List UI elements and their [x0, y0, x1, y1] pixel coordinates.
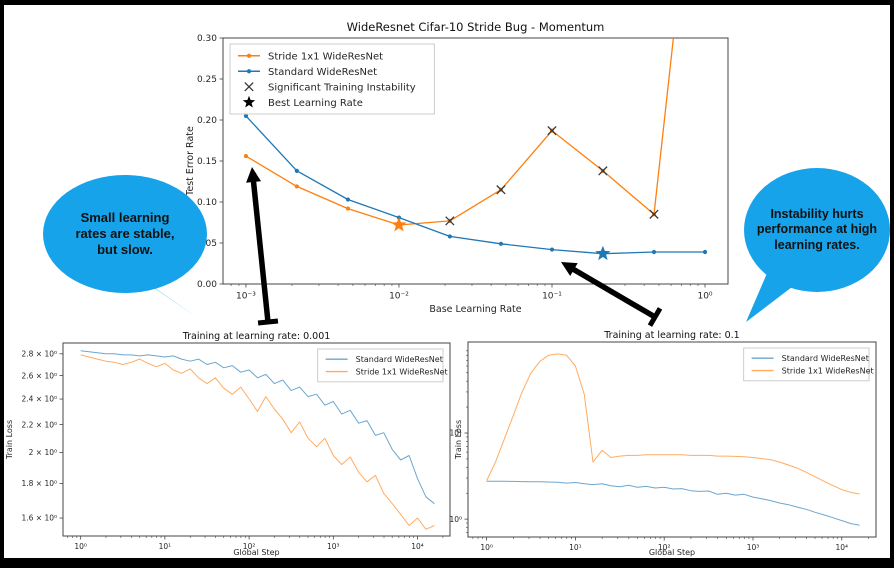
legend-x-symbol [244, 82, 254, 92]
chart-title: Training at learning rate: 0.001 [182, 331, 331, 342]
legend-box [317, 348, 444, 383]
series-stride-1x1-wideresnet [486, 353, 860, 495]
x-axis-label: Global Step [649, 548, 695, 557]
y-tick-label: 2 × 10⁰ [29, 448, 57, 457]
y-axis-label: Train Loss [454, 420, 463, 460]
marker-dot [498, 241, 504, 246]
legend-label: Standard WideResNet [268, 67, 377, 78]
x-tick-label: 10¹ [159, 542, 172, 551]
marker-dot [243, 113, 249, 118]
instability-x-marker [445, 216, 455, 226]
legend-label: Stride 1x1 WideResNet [356, 367, 448, 376]
series-stride-1x1-wideresnet [245, 38, 675, 226]
y-tick-label: 0.15 [197, 157, 217, 167]
y-tick-label: 2.8 × 10⁰ [21, 350, 57, 359]
y-axis-label: Test Error Rate [185, 126, 196, 197]
x-tick-label: 10⁻³ [236, 291, 256, 301]
annotation-overlay [118, 167, 792, 327]
y-tick-label: 1.6 × 10⁰ [21, 514, 57, 523]
arrow-shaft [250, 179, 271, 323]
chart-title: WideResnet Cifar-10 Stride Bug - Momentu… [347, 20, 605, 34]
y-tick-label: 10¹ [449, 429, 462, 438]
series-standard-wideresnet [245, 115, 705, 255]
instability-x-marker [547, 126, 557, 136]
legend-marker-dot [246, 69, 252, 74]
legend-label: Significant Training Instability [268, 82, 416, 93]
y-tick-label: 0.05 [197, 239, 217, 249]
x-axis-label: Base Learning Rate [429, 304, 521, 315]
x-tick-label: 10³ [327, 542, 340, 551]
best-lr-star [391, 217, 407, 232]
axes-frame [62, 342, 451, 537]
chart-title: Training at learning rate: 0.1 [603, 330, 739, 341]
y-axis-label: Train Loss [5, 420, 14, 460]
marker-dot [345, 206, 351, 211]
x-tick-label: 10⁻¹ [542, 291, 562, 301]
marker-dot [651, 249, 657, 255]
instability-x-marker [649, 209, 659, 219]
arrow-tail-bar [257, 318, 279, 326]
arrow-head [246, 167, 261, 183]
callout-small-lr-text: Small learning rates are stable, but slo… [75, 209, 175, 258]
y-tick-label: 2.4 × 10⁰ [21, 395, 57, 404]
x-axis-label: Global Step [233, 548, 279, 557]
legend-label: Stride 1x1 WideResNet [268, 51, 383, 62]
marker-dot [702, 249, 708, 255]
marker-dot [447, 234, 452, 239]
y-tick-label: 0.25 [197, 75, 217, 85]
x-tick-label: 10⁴ [411, 542, 424, 551]
x-tick-label: 10² [243, 542, 256, 551]
legend-marker-dot [246, 53, 252, 58]
marker-dot [294, 184, 299, 189]
arrow-head [561, 262, 578, 276]
y-tick-label: 2.2 × 10⁰ [21, 420, 57, 429]
y-tick-label: 0.20 [197, 116, 217, 126]
series-standard-wideresnet [486, 480, 860, 526]
x-tick-label: 10⁰ [697, 291, 712, 301]
x-tick-label: 10⁴ [835, 543, 848, 552]
y-tick-label: 10⁰ [449, 515, 462, 524]
chart-lr-sweep: 10⁻³ 10⁻² 10⁻¹ 10⁰ 0.00 0.05 0.10 0.15 0.20 0.25 0… [185, 20, 729, 315]
legend-star-symbol [242, 95, 256, 108]
x-tick-label: 10⁻² [389, 291, 409, 301]
legend-box [743, 347, 870, 382]
chart-train-lr-001: 10⁰ 10¹ 10² 10³ 10⁴ 1.6 × 10⁰ 1.8 × 10⁰ 2 × 10⁰… [5, 331, 451, 557]
y-tick-label: 0.10 [197, 198, 217, 208]
y-tick-label: 0.00 [197, 280, 217, 290]
marker-dot [243, 153, 249, 159]
marker-dot [549, 247, 555, 252]
legend-label: Standard WideResNet [356, 355, 443, 364]
x-tick-label: 10² [658, 543, 671, 552]
arrow-shaft [570, 266, 657, 320]
instability-x-marker [598, 166, 608, 176]
callout-instability-bubble: Instability hurts performance at high le… [744, 168, 890, 292]
chart-train-lr-01: 10⁰ 10¹ 10² 10³ 10⁴ 10⁰ 10¹ Training at learnin… [449, 330, 877, 557]
marker-dot [294, 168, 299, 173]
x-tick-label: 10⁰ [480, 543, 493, 552]
callout-instability-text: Instability hurts performance at high le… [756, 206, 878, 252]
x-tick-label: 10⁰ [74, 542, 87, 551]
x-tick-label: 10³ [747, 543, 760, 552]
callout-small-lr-bubble: Small learning rates are stable, but slo… [43, 175, 207, 293]
series-stride-1x1-wideresnet [80, 354, 435, 530]
series-standard-wideresnet [80, 350, 435, 505]
legend-label: Standard WideResNet [782, 354, 869, 363]
best-lr-star [595, 245, 611, 261]
y-tick-label: 2.6 × 10⁰ [21, 371, 57, 380]
axes-frame [222, 37, 729, 285]
y-tick-label: 1.8 × 10⁰ [21, 479, 57, 488]
marker-dot [345, 197, 351, 202]
x-tick-label: 10¹ [569, 543, 582, 552]
instability-x-marker [496, 185, 506, 195]
legend-label: Best Learning Rate [268, 98, 363, 109]
y-tick-label: 0.30 [197, 34, 217, 44]
legend-label: Stride 1x1 WideResNet [782, 366, 874, 375]
legend-box [229, 43, 435, 115]
arrow-tail-bar [647, 307, 663, 327]
axes-frame [467, 341, 877, 538]
